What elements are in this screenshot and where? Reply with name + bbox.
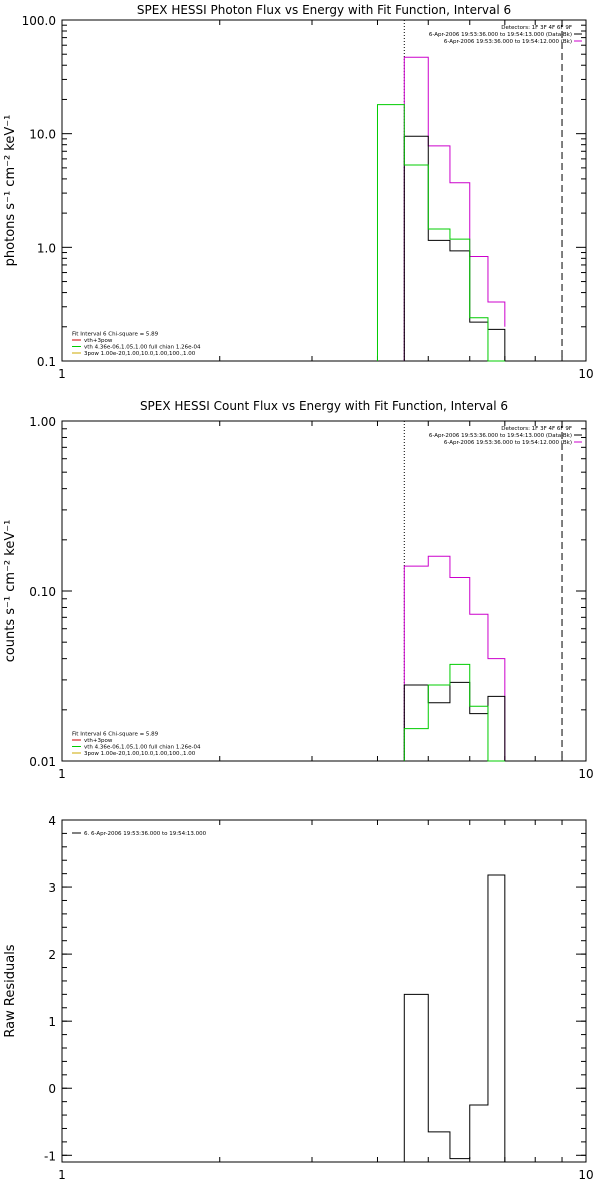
chart-panel-2: SPEX HESSI Count Flux vs Energy with Fit…: [3, 399, 594, 781]
y-tick-label: 3: [48, 881, 56, 895]
info-line: Detectors: 1F 3F 4F 6F 9F: [501, 25, 572, 31]
series-2-histogram: [403, 681, 506, 761]
legend-entry: vth 4.36e-06,1.05,1.00 full chian 1.26e-…: [84, 745, 201, 751]
chart-panel-3: Raw Residuals 1 10 -1 0 1 2 3 4 6. 6-Apr-2006 19:…: [3, 814, 594, 1182]
y-axis-label: counts s⁻¹ cm⁻² keV⁻¹: [3, 520, 18, 663]
x-tick-label: 10: [578, 367, 593, 381]
info-line: 6-Apr-2006 19:53:36.000 to 19:54:12.000 …: [444, 440, 572, 446]
x-tick-label: 1: [58, 1168, 66, 1182]
info-line: 6-Apr-2006 19:53:36.000 to 19:54:13.000 …: [429, 433, 572, 439]
y-tick-label: 0.10: [29, 585, 56, 599]
chart-title: SPEX HESSI Photon Flux vs Energy with Fi…: [137, 3, 511, 17]
legend-entry: 3pow 1.00e-20,1.00,10.0,1.00,100.,1.00: [84, 351, 196, 357]
chart-panel-1: SPEX HESSI Photon Flux vs Energy with Fi…: [3, 3, 594, 381]
series-3-histogram: [403, 663, 505, 762]
x-tick-label: 1: [58, 367, 66, 381]
x-tick-label: 1: [58, 767, 66, 781]
series-1-histogram: [403, 555, 506, 761]
info-line: Detectors: 1F 3F 4F 6F 9F: [501, 426, 572, 432]
x-tick-label: 10: [578, 767, 593, 781]
x-tick-label: 10: [578, 1168, 593, 1182]
y-tick-label: 1.0: [37, 241, 56, 255]
y-tick-label: 0.01: [29, 755, 56, 769]
y-tick-label: 4: [48, 814, 56, 828]
series-3-histogram: [376, 104, 505, 362]
legend-entry: 6. 6-Apr-2006 19:53:36.000 to 19:54:13.0…: [84, 831, 207, 837]
y-tick-label: 0: [48, 1082, 56, 1096]
y-tick-label: 0.1: [37, 355, 56, 369]
legend-entry: Fit Interval 6 Chi-square = 5.89: [72, 732, 159, 738]
y-tick-label: 1.00: [29, 415, 56, 429]
legend-entry: Fit Interval 6 Chi-square = 5.89: [72, 332, 159, 338]
y-tick-label: 10.0: [29, 128, 56, 142]
y-tick-label: -1: [44, 1149, 56, 1163]
plot-frame: [61, 420, 587, 762]
y-axis-label: Raw Residuals: [3, 944, 18, 1037]
info-line: 6-Apr-2006 19:53:36.000 to 19:54:13.000 …: [429, 32, 572, 38]
legend-entry: vth+3pow: [84, 338, 113, 344]
chart-title: SPEX HESSI Count Flux vs Energy with Fit…: [140, 399, 508, 413]
series-1-histogram: [403, 56, 506, 361]
plot-frame: [61, 19, 587, 362]
y-tick-label: 2: [48, 948, 56, 962]
info-line: 6-Apr-2006 19:53:36.000 to 19:54:12.000 …: [444, 39, 572, 45]
legend-entry: 3pow 1.00e-20,1.00,10.0,1.00,100.,1.00: [84, 751, 196, 757]
legend-entry: vth+3pow: [84, 738, 113, 744]
series-1-histogram: [403, 874, 506, 1162]
series-2-histogram: [403, 135, 506, 361]
plot-frame: [61, 819, 587, 1163]
y-axis-label: photons s⁻¹ cm⁻² keV⁻¹: [3, 115, 18, 267]
legend-entry: vth 4.36e-06,1.05,1.00 full chian 1.26e-…: [84, 345, 201, 351]
y-tick-label: 1: [48, 1015, 56, 1029]
y-tick-label: 100.0: [22, 14, 56, 28]
